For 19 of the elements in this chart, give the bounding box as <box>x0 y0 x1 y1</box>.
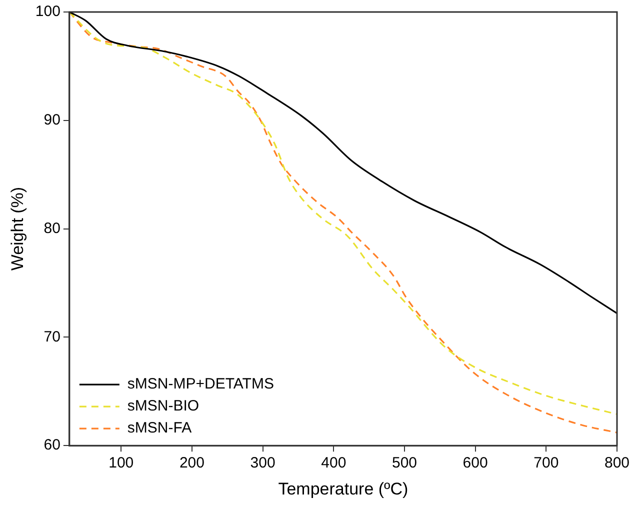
x-tick-label: 600 <box>462 454 488 472</box>
y-tick-label: 80 <box>44 220 60 237</box>
y-tick-label: 100 <box>35 3 60 20</box>
legend-label: sMSN-BIO <box>127 398 200 415</box>
line-series <box>69 12 617 314</box>
x-tick-label: 200 <box>179 454 204 472</box>
y-axis-title: Weight (%) <box>8 186 27 271</box>
legend-label: sMSN-MP+DETATMS <box>127 376 274 393</box>
x-tick-label: 700 <box>534 454 559 472</box>
y-tick-label: 90 <box>44 112 60 129</box>
x-tick-label: 100 <box>108 454 134 472</box>
x-tick-label: 800 <box>604 454 630 472</box>
y-tick-label: 70 <box>44 328 60 346</box>
y-tick-label: 60 <box>44 436 60 454</box>
x-tick-label: 300 <box>250 454 276 472</box>
x-tick-label: 400 <box>321 454 346 472</box>
x-tick-label: 500 <box>392 454 418 472</box>
x-axis-title: Temperature (ºC) <box>278 479 408 498</box>
legend-label: sMSN-FA <box>127 420 192 437</box>
